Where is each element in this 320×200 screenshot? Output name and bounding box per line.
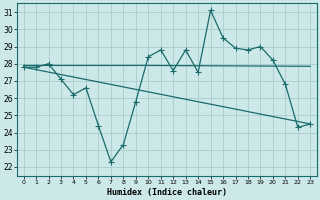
X-axis label: Humidex (Indice chaleur): Humidex (Indice chaleur) [107,188,227,197]
